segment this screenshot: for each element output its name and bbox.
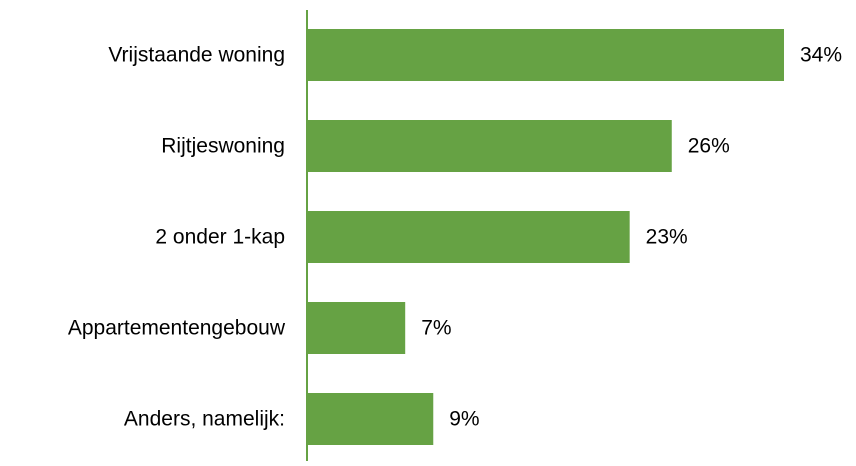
- bar-0: [307, 29, 784, 81]
- category-label: 2 onder 1-kap: [155, 226, 285, 249]
- category-label: Anders, namelijk:: [124, 408, 285, 431]
- value-label: 9%: [449, 408, 479, 431]
- category-labels-group: Vrijstaande woning Rijtjeswoning 2 onder 1…: [68, 44, 286, 431]
- value-label: 26%: [688, 135, 730, 158]
- bars-group: [307, 29, 784, 445]
- value-label: 23%: [646, 226, 688, 249]
- bar-4: [307, 393, 434, 445]
- bar-3: [307, 302, 406, 354]
- value-label: 7%: [421, 317, 451, 340]
- category-label: Rijtjeswoning: [161, 135, 285, 158]
- bar-2: [307, 211, 630, 263]
- value-labels-group: 34% 26% 23% 7% 9%: [421, 44, 842, 431]
- value-label: 34%: [800, 44, 842, 67]
- category-label: Vrijstaande woning: [108, 44, 285, 67]
- bar-1: [307, 120, 672, 172]
- category-label: Appartementengebouw: [68, 317, 286, 340]
